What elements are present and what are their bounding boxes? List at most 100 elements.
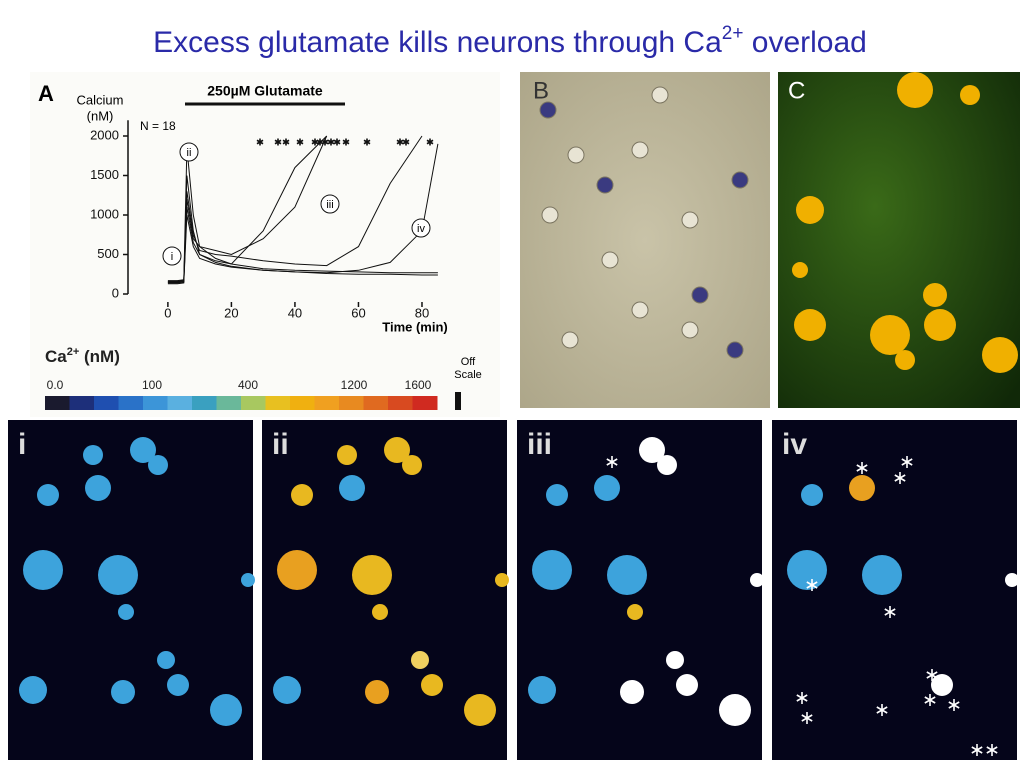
off-scale: Scale [454, 369, 482, 381]
cell [801, 484, 823, 506]
cb-tail: (nM) [79, 347, 120, 366]
cell-b [681, 321, 699, 339]
cell [666, 651, 684, 669]
x-tick-label: 40 [288, 305, 302, 320]
cell [411, 651, 429, 669]
cell [23, 550, 63, 590]
treatment-label: 250µM Glutamate [207, 83, 323, 99]
cell-c [792, 262, 808, 278]
x-tick-label: 0 [164, 305, 171, 320]
cell [83, 445, 103, 465]
asterisk-icon [327, 138, 335, 146]
cell [750, 573, 764, 587]
cell-b [561, 331, 579, 349]
panel-a-frame [30, 72, 500, 417]
asterisk-icon [296, 138, 304, 146]
cell [118, 604, 134, 620]
cell [607, 555, 647, 595]
asterisk-icon [321, 138, 329, 146]
cb-sup: 2+ [67, 346, 80, 358]
y-tick-label: 2000 [90, 127, 119, 142]
asterisk-icon [282, 138, 290, 146]
title-main: Excess glutamate kills neurons through C… [153, 26, 722, 59]
panel-label: A [38, 81, 54, 106]
asterisk-icon [948, 699, 960, 711]
cell-b [631, 301, 649, 319]
off-scale-swatch [455, 392, 461, 410]
cell-b [596, 176, 614, 194]
cell [85, 475, 111, 501]
colorbar-swatch [290, 396, 315, 410]
title-tail: overload [743, 26, 866, 59]
cell [639, 437, 665, 463]
asterisk-icon [926, 669, 938, 681]
colorbar-tick-label: 0.0 [47, 378, 64, 392]
asterisk-icon [274, 138, 282, 146]
asterisk-icon [894, 472, 906, 484]
panel-label: iii [527, 428, 552, 461]
colorbar-swatch [314, 396, 340, 410]
cell [365, 680, 389, 704]
cell [620, 680, 644, 704]
colorbar-swatch [265, 396, 291, 410]
asterisk-icon [796, 692, 808, 704]
colorbar-tick-label: 400 [238, 378, 258, 392]
cell [167, 674, 189, 696]
cell [719, 694, 751, 726]
colorbar: Ca2+ (nM) Off Scale 0.0 100 400 1200 1600 [45, 346, 482, 410]
colorbar-swatch [192, 396, 217, 410]
off-scale: Off [461, 356, 476, 368]
cell [594, 475, 620, 501]
cell-c [960, 85, 980, 105]
point-label: iv [417, 223, 425, 235]
cell [495, 573, 509, 587]
colorbar-swatch [363, 396, 389, 410]
cell-b [539, 101, 557, 119]
cell [384, 437, 410, 463]
n-annotation: N = 18 [140, 119, 176, 133]
point-label: iii [326, 199, 333, 211]
panel-label: ii [272, 428, 289, 461]
cell [528, 676, 556, 704]
cell [37, 484, 59, 506]
trace [167, 135, 328, 283]
cell [402, 455, 422, 475]
cell [931, 674, 953, 696]
asterisk-icon [256, 138, 264, 146]
x-tick-label: 20 [224, 305, 238, 320]
cell-c [924, 309, 956, 341]
y-axis-label: (nM) [87, 108, 114, 123]
colorbar-tick-label: 1200 [341, 378, 368, 392]
cell [19, 676, 47, 704]
cell-c [982, 337, 1018, 373]
y-tick-label: 1000 [90, 206, 119, 221]
cell [210, 694, 242, 726]
point-label: ii [187, 147, 192, 159]
slide-title: Excess glutamate kills neurons through C… [153, 23, 867, 59]
cell [273, 676, 301, 704]
colorbar-swatch [69, 396, 95, 410]
cell-b [731, 171, 749, 189]
asterisk-icon [924, 694, 936, 706]
cell-b [681, 211, 699, 229]
point-label: i [171, 251, 173, 263]
asterisk-icon [986, 744, 998, 756]
cell-b [651, 86, 669, 104]
y-tick-label: 0 [112, 285, 119, 300]
asterisk-icon [806, 579, 818, 591]
asterisk-icon [402, 138, 410, 146]
point-marker [320, 194, 340, 214]
cell [464, 694, 496, 726]
point-marker [411, 218, 431, 238]
y-axis-label: Calcium [77, 92, 124, 107]
cell [148, 455, 168, 475]
asterisk-icon [856, 462, 868, 474]
cell [657, 455, 677, 475]
colorbar-swatch [167, 396, 193, 410]
title-sup: 2+ [722, 23, 744, 44]
asterisk-icon [333, 138, 341, 146]
y-tick-label: 1500 [90, 167, 119, 182]
cell [277, 550, 317, 590]
asterisk-icon [901, 456, 913, 468]
asterisk-icon [971, 744, 983, 756]
